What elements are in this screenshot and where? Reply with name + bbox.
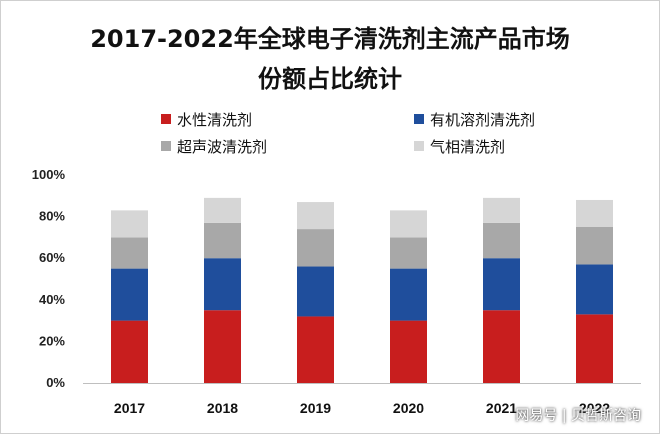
legend-swatch-vapor-phase <box>414 141 424 151</box>
legend-swatch-ultrasonic <box>161 141 171 151</box>
x-tick-label: 2017 <box>114 400 145 416</box>
bar-segment-2021-1 <box>483 310 520 383</box>
legend-swatch-organic-solvent <box>414 114 424 124</box>
y-tick-label: 80% <box>39 209 65 224</box>
bar-segment-2022-1 <box>576 314 613 383</box>
bar-segment-2019-1 <box>297 316 334 383</box>
bar-segment-2018-1 <box>204 310 241 383</box>
legend-label-water-based: 水性清洗剂 <box>177 110 253 129</box>
bar-segment-2018-4 <box>204 197 241 223</box>
bar-segment-2019-3 <box>297 229 334 267</box>
legend-item-organic-solvent: 有机溶剂清洗剂 <box>414 109 535 129</box>
bar-segment-2017-4 <box>111 210 148 238</box>
legend-label-vapor-phase: 气相清洗剂 <box>430 137 506 156</box>
bar-segment-2017-3 <box>111 237 148 269</box>
y-tick-label: 60% <box>39 250 65 265</box>
y-tick-label: 20% <box>39 333 65 348</box>
bar-segment-2022-4 <box>576 199 613 227</box>
bar-segment-2017-1 <box>111 320 148 383</box>
y-tick-label: 100% <box>32 167 66 182</box>
bar-segment-2017-2 <box>111 268 148 321</box>
bar-segment-2021-2 <box>483 258 520 311</box>
x-tick-label: 2022 <box>579 400 610 416</box>
chart-title-line-1: 2017-2022年全球电子清洗剂主流产品市场 <box>90 25 570 53</box>
bar-segment-2022-3 <box>576 227 613 265</box>
bar-segment-2020-3 <box>390 237 427 269</box>
x-tick-label: 2021 <box>486 400 517 416</box>
legend-label-organic-solvent: 有机溶剂清洗剂 <box>430 110 536 129</box>
bar-segment-2019-2 <box>297 266 334 317</box>
bar-segment-2022-2 <box>576 264 613 315</box>
bar-segment-2020-1 <box>390 320 427 383</box>
legend-item-water-based: 水性清洗剂 <box>161 109 252 129</box>
watermark: 网易号 | 贝哲斯咨询 <box>515 408 641 424</box>
legend-item-vapor-phase: 气相清洗剂 <box>414 136 505 156</box>
bar-segment-2018-2 <box>204 258 241 311</box>
bar-segment-2020-2 <box>390 268 427 321</box>
y-tick-label: 0% <box>46 375 65 390</box>
legend-item-ultrasonic: 超声波清洗剂 <box>161 136 267 156</box>
bar-segment-2018-3 <box>204 222 241 259</box>
x-tick-label: 2019 <box>300 400 331 416</box>
legend-swatch-water-based <box>161 114 171 124</box>
bar-segment-2020-4 <box>390 210 427 238</box>
bar-segment-2021-4 <box>483 197 520 223</box>
legend-label-ultrasonic: 超声波清洗剂 <box>177 137 268 156</box>
bar-segment-2021-3 <box>483 222 520 259</box>
y-tick-label: 40% <box>39 292 65 307</box>
x-tick-label: 2020 <box>393 400 424 416</box>
x-tick-label: 2018 <box>207 400 238 416</box>
chart-title-line-2: 份额占比统计 <box>258 65 402 93</box>
bar-segment-2019-4 <box>297 202 334 230</box>
